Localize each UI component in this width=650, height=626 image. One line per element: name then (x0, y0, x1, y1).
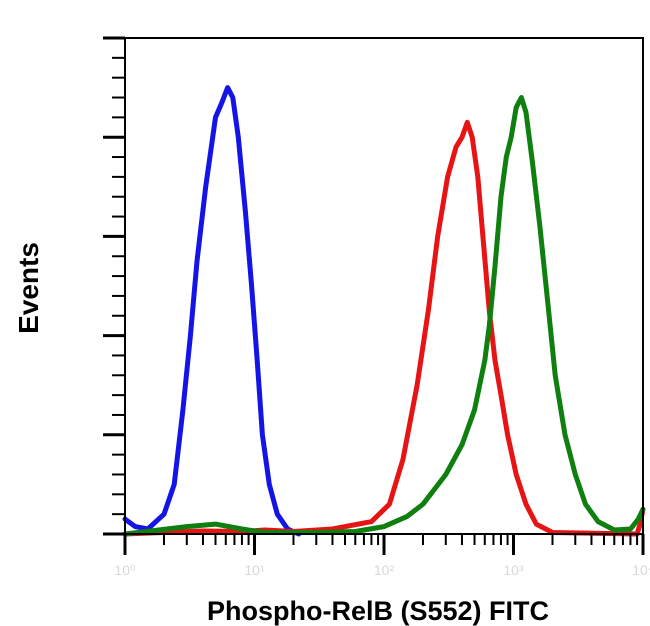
series-line-3 (122, 95, 646, 537)
x-tick-label: 10³ (503, 562, 524, 578)
x-tick-label: 10⁰ (114, 562, 136, 578)
x-tick-label: 10⁴ (632, 562, 650, 578)
series-line-2 (122, 119, 646, 537)
y-axis (103, 36, 125, 536)
y-axis-title: Events (13, 242, 44, 334)
series-layer (122, 85, 646, 537)
x-axis-title: Phospho-RelB (S552) FITC (207, 596, 549, 626)
series-line-1 (122, 85, 302, 537)
plot-frame (124, 37, 644, 535)
x-axis: 10⁰ 10¹ 10² 10³ 10⁴ (114, 534, 650, 578)
x-tick-label: 10² (374, 562, 395, 578)
x-tick-label: 10¹ (244, 562, 265, 578)
